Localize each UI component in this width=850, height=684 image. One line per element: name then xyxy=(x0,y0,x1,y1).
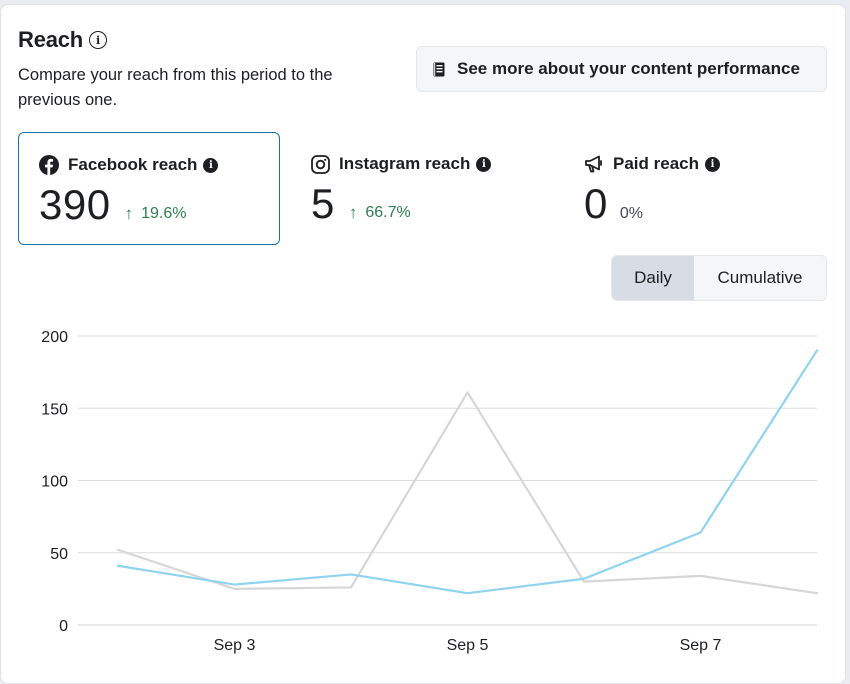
metric-paid-reach[interactable]: Paid reach i 0 0% xyxy=(564,132,826,245)
metric-facebook-reach[interactable]: Facebook reach i 390 ↑ 19.6% xyxy=(18,132,280,245)
y-tick-label: 0 xyxy=(59,618,68,635)
reach-header: Reach i xyxy=(18,27,108,53)
metric-value: 0 xyxy=(584,180,608,227)
megaphone-icon xyxy=(584,155,604,173)
book-icon xyxy=(433,62,445,76)
arrow-up-icon: ↑ xyxy=(124,204,134,223)
metric-change-value: 66.7% xyxy=(365,204,411,221)
y-tick-label: 200 xyxy=(41,329,68,346)
y-tick-label: 150 xyxy=(41,401,68,418)
content-performance-label: See more about your content performance xyxy=(457,59,800,78)
metric-change: ↑ 19.6% xyxy=(125,204,187,224)
metric-instagram-reach[interactable]: Instagram reach i 5 ↑ 66.7% xyxy=(291,132,553,245)
metric-change-value: 19.6% xyxy=(141,205,187,222)
toggle-cumulative[interactable]: Cumulative xyxy=(694,256,826,300)
facebook-icon xyxy=(39,155,59,175)
content-performance-button[interactable]: See more about your content performance xyxy=(416,46,827,92)
info-icon[interactable]: i xyxy=(705,156,720,172)
toggle-daily[interactable]: Daily xyxy=(612,256,694,300)
page-title: Reach xyxy=(18,27,84,52)
metric-value: 390 xyxy=(39,181,111,228)
subtitle: Compare your reach from this period to t… xyxy=(18,66,333,109)
y-tick-label: 100 xyxy=(41,474,68,491)
reach-line-chart: 0 50 100 150 200 Sep 3 Sep 5 Sep 7 xyxy=(41,329,819,654)
arrow-up-icon: ↑ xyxy=(348,203,358,222)
series-line-current xyxy=(116,349,819,595)
x-tick-label: Sep 7 xyxy=(680,637,722,654)
metric-label: Instagram reach xyxy=(339,154,471,173)
y-tick-label: 50 xyxy=(50,546,68,563)
info-icon[interactable]: i xyxy=(203,157,219,173)
reach-card: Reach i Compare your reach from this per… xyxy=(0,4,846,684)
x-tick-label: Sep 5 xyxy=(447,637,489,654)
period-toggle: Daily Cumulative xyxy=(611,255,827,301)
metric-change: ↑ 66.7% xyxy=(349,203,411,223)
metric-label: Paid reach xyxy=(613,154,699,173)
series-line-previous xyxy=(116,391,819,595)
instagram-icon xyxy=(311,154,330,174)
info-icon[interactable]: i xyxy=(476,156,492,172)
x-tick-label: Sep 3 xyxy=(214,637,256,654)
metric-value: 5 xyxy=(311,180,335,227)
metric-change-value: 0% xyxy=(619,205,643,222)
info-icon[interactable]: i xyxy=(89,31,108,49)
metric-label: Facebook reach xyxy=(68,155,198,174)
